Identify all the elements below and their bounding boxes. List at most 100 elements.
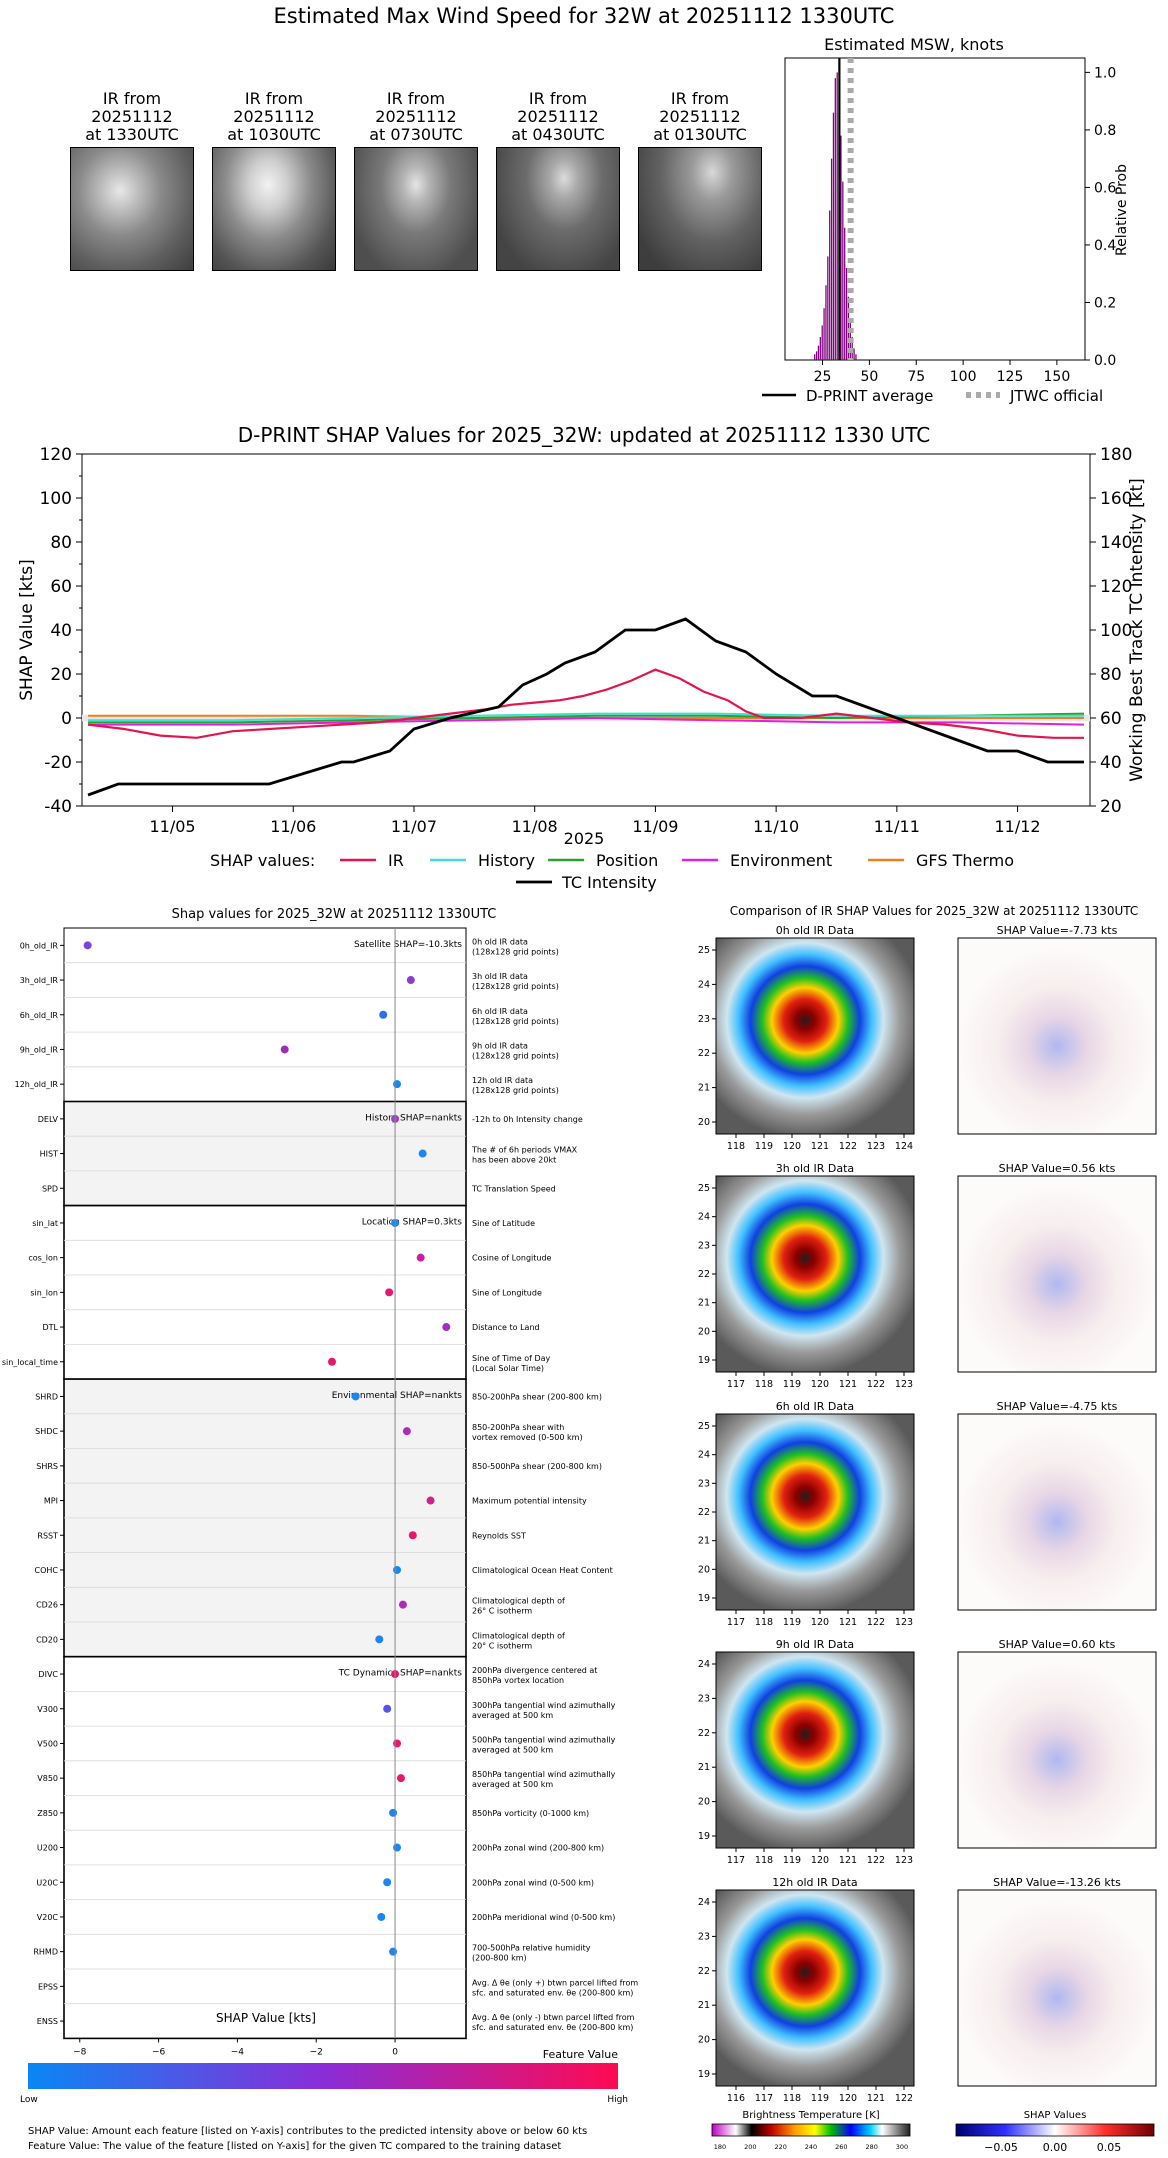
- ts-ytick-label: 40: [50, 621, 72, 641]
- shap-map-image: [957, 1651, 1157, 1849]
- feature-desc: (200-800 km): [472, 1954, 527, 1963]
- hist-bar: [815, 351, 818, 360]
- feature-desc: 850-500hPa shear (200-800 km): [472, 1462, 602, 1471]
- feature-name: V20C: [37, 1913, 59, 1922]
- feature-shap-point: [393, 1739, 402, 1748]
- hist-ytick-label: 0.2: [1094, 295, 1116, 311]
- feature-shap-point: [383, 1704, 392, 1713]
- feature-group-label: Location SHAP=0.3kts: [362, 1218, 463, 1228]
- ir-xtick-label: 120: [839, 2093, 857, 2104]
- msw-histogram-chart: Estimated MSW, knots 25 50 75 100 125 150 0.0…: [762, 35, 1130, 405]
- feature-desc: (128x128 grid points): [472, 1086, 559, 1095]
- ts-legend-label: Position: [596, 851, 658, 870]
- ir-xtick-label: 119: [783, 1617, 801, 1628]
- ir-xtick-label: 118: [727, 1141, 745, 1152]
- ir-ytick-label: 21: [698, 1298, 710, 1309]
- bt-colorbar: [711, 2123, 911, 2137]
- ts-xtick-label: 11/09: [632, 817, 678, 836]
- ir-panel-title: 6h old IR Data: [776, 1400, 854, 1413]
- ir-ytick-label: 19: [698, 1355, 710, 1366]
- feature-name: 3h_old_IR: [20, 976, 59, 985]
- ir-thumbnail: [212, 147, 336, 271]
- hist-ytick-label: 0.0: [1094, 353, 1116, 369]
- feature-value-high: High: [607, 2095, 628, 2105]
- feature-desc: 300hPa tangential wind azimuthally: [472, 1701, 616, 1710]
- feature-name: cos_lon: [28, 1254, 58, 1263]
- ir-caption-line: at 1030UTC: [227, 125, 321, 144]
- ir-xtick-label: 122: [867, 1379, 885, 1390]
- ir-caption-line: IR from: [386, 89, 446, 108]
- ts-legend-label: IR: [388, 851, 404, 870]
- ir-ytick-label: 20: [698, 1117, 710, 1128]
- ir-xtick-label: 121: [839, 1855, 857, 1866]
- ir-caption: IR from 20251112 at 1330UTC: [70, 90, 194, 144]
- feature-desc: Climatological Ocean Heat Content: [472, 1566, 613, 1575]
- feature-name: SPD: [42, 1184, 58, 1193]
- ir-caption: IR from 20251112 at 0730UTC: [354, 90, 478, 144]
- bt-colorbar-label: Brightness Temperature [K]: [742, 2110, 879, 2121]
- shap-map-image: [957, 1889, 1157, 2087]
- ir-caption-line: IR from: [670, 89, 730, 108]
- ir-xtick-label: 120: [811, 1855, 829, 1866]
- feature-xtick-label: −8: [73, 2047, 87, 2057]
- ir-caption-line: at 0430UTC: [511, 125, 605, 144]
- ir-xtick-label: 120: [783, 1141, 801, 1152]
- feature-group-label: Environmental SHAP=nankts: [332, 1391, 463, 1401]
- ts-xtick-label: 11/05: [149, 817, 195, 836]
- shap-panel-title: SHAP Value=-7.73 kts: [997, 924, 1118, 937]
- ir-xtick-label: 123: [895, 1855, 913, 1866]
- feature-name: SHRD: [35, 1392, 58, 1401]
- ir-caption: IR from 20251112 at 1030UTC: [212, 90, 336, 144]
- ir-caption: IR from 20251112 at 0130UTC: [638, 90, 762, 144]
- ir-xtick-label: 123: [867, 1141, 885, 1152]
- feature-desc: 0h old IR data: [472, 937, 528, 946]
- hist-ylabel: Relative Prob: [1114, 164, 1130, 256]
- ir-xtick-label: 116: [727, 2093, 745, 2104]
- ts-ytick-label: 20: [50, 665, 72, 685]
- hist-xticks: 25 50 75 100 125 150: [814, 360, 1070, 385]
- ir-xtick-label: 117: [727, 1379, 745, 1390]
- feature-desc: 200hPa meridional wind (0-500 km): [472, 1913, 615, 1922]
- feature-shap-point: [328, 1357, 336, 1366]
- hist-bar: [840, 135, 842, 360]
- ir-xtick-label: 119: [783, 1379, 801, 1390]
- feature-shap-point: [377, 1912, 386, 1921]
- comparison-title: Comparison of IR SHAP Values for 2025_32…: [729, 904, 1139, 918]
- ir-xtick-label: 122: [867, 1617, 885, 1628]
- ts-series-tc-intensity: [87, 617, 1084, 797]
- feature-shap-point: [389, 1947, 398, 1956]
- ir-caption-line: 20251112: [233, 107, 315, 126]
- feature-desc: averaged at 500 km: [472, 1780, 553, 1789]
- feature-name: SHRS: [36, 1462, 58, 1471]
- ir-ytick-label: 24: [698, 979, 710, 990]
- ts-ytick-label: -20: [44, 753, 72, 773]
- feature-shap-point: [393, 1565, 402, 1574]
- ts-y2tick-label: 140: [1100, 533, 1132, 553]
- feature-shap-point: [416, 1253, 425, 1262]
- feature-shap-point: [385, 1288, 394, 1297]
- shap-panel-title: SHAP Value=-4.75 kts: [997, 1400, 1118, 1413]
- comparison-panels: 0h old IR Data SHAP Value=-7.73 kts 118 119…: [698, 924, 1157, 2154]
- ts-ytick-label: -40: [44, 797, 72, 817]
- feature-desc: 3h old IR data: [472, 972, 528, 981]
- ir-panel-title: 3h old IR Data: [776, 1162, 854, 1175]
- ir-ytick-label: 21: [698, 2000, 710, 2011]
- ts-ylabel: SHAP Value [kts]: [17, 559, 37, 701]
- hist-bar: [830, 158, 833, 360]
- hist-yticks: 0.0 0.2 0.4 0.6 0.8 1.0: [1085, 65, 1116, 369]
- feature-desc: 850hPa tangential wind azimuthally: [472, 1770, 616, 1779]
- feature-shap-point: [406, 976, 415, 985]
- ir-xtick-label: 120: [811, 1379, 829, 1390]
- ir-xtick-label: 121: [811, 1141, 829, 1152]
- feature-desc: 850-200hPa shear (200-800 km): [472, 1392, 602, 1401]
- ts-legend-label: History: [478, 851, 535, 870]
- feature-desc: 850hPa vortex location: [472, 1676, 564, 1685]
- feature-desc: vortex removed (0-500 km): [472, 1433, 583, 1442]
- ir-ytick-label: 22: [698, 1507, 710, 1518]
- feature-value-colorbar: [28, 2063, 618, 2089]
- ir-xtick-label: 123: [895, 1379, 913, 1390]
- ir-caption-line: 20251112: [659, 107, 741, 126]
- feature-desc: 500hPa tangential wind azimuthally: [472, 1735, 616, 1744]
- feature-shap-point: [389, 1808, 398, 1817]
- feature-xlabel: SHAP Value [kts]: [216, 2011, 316, 2025]
